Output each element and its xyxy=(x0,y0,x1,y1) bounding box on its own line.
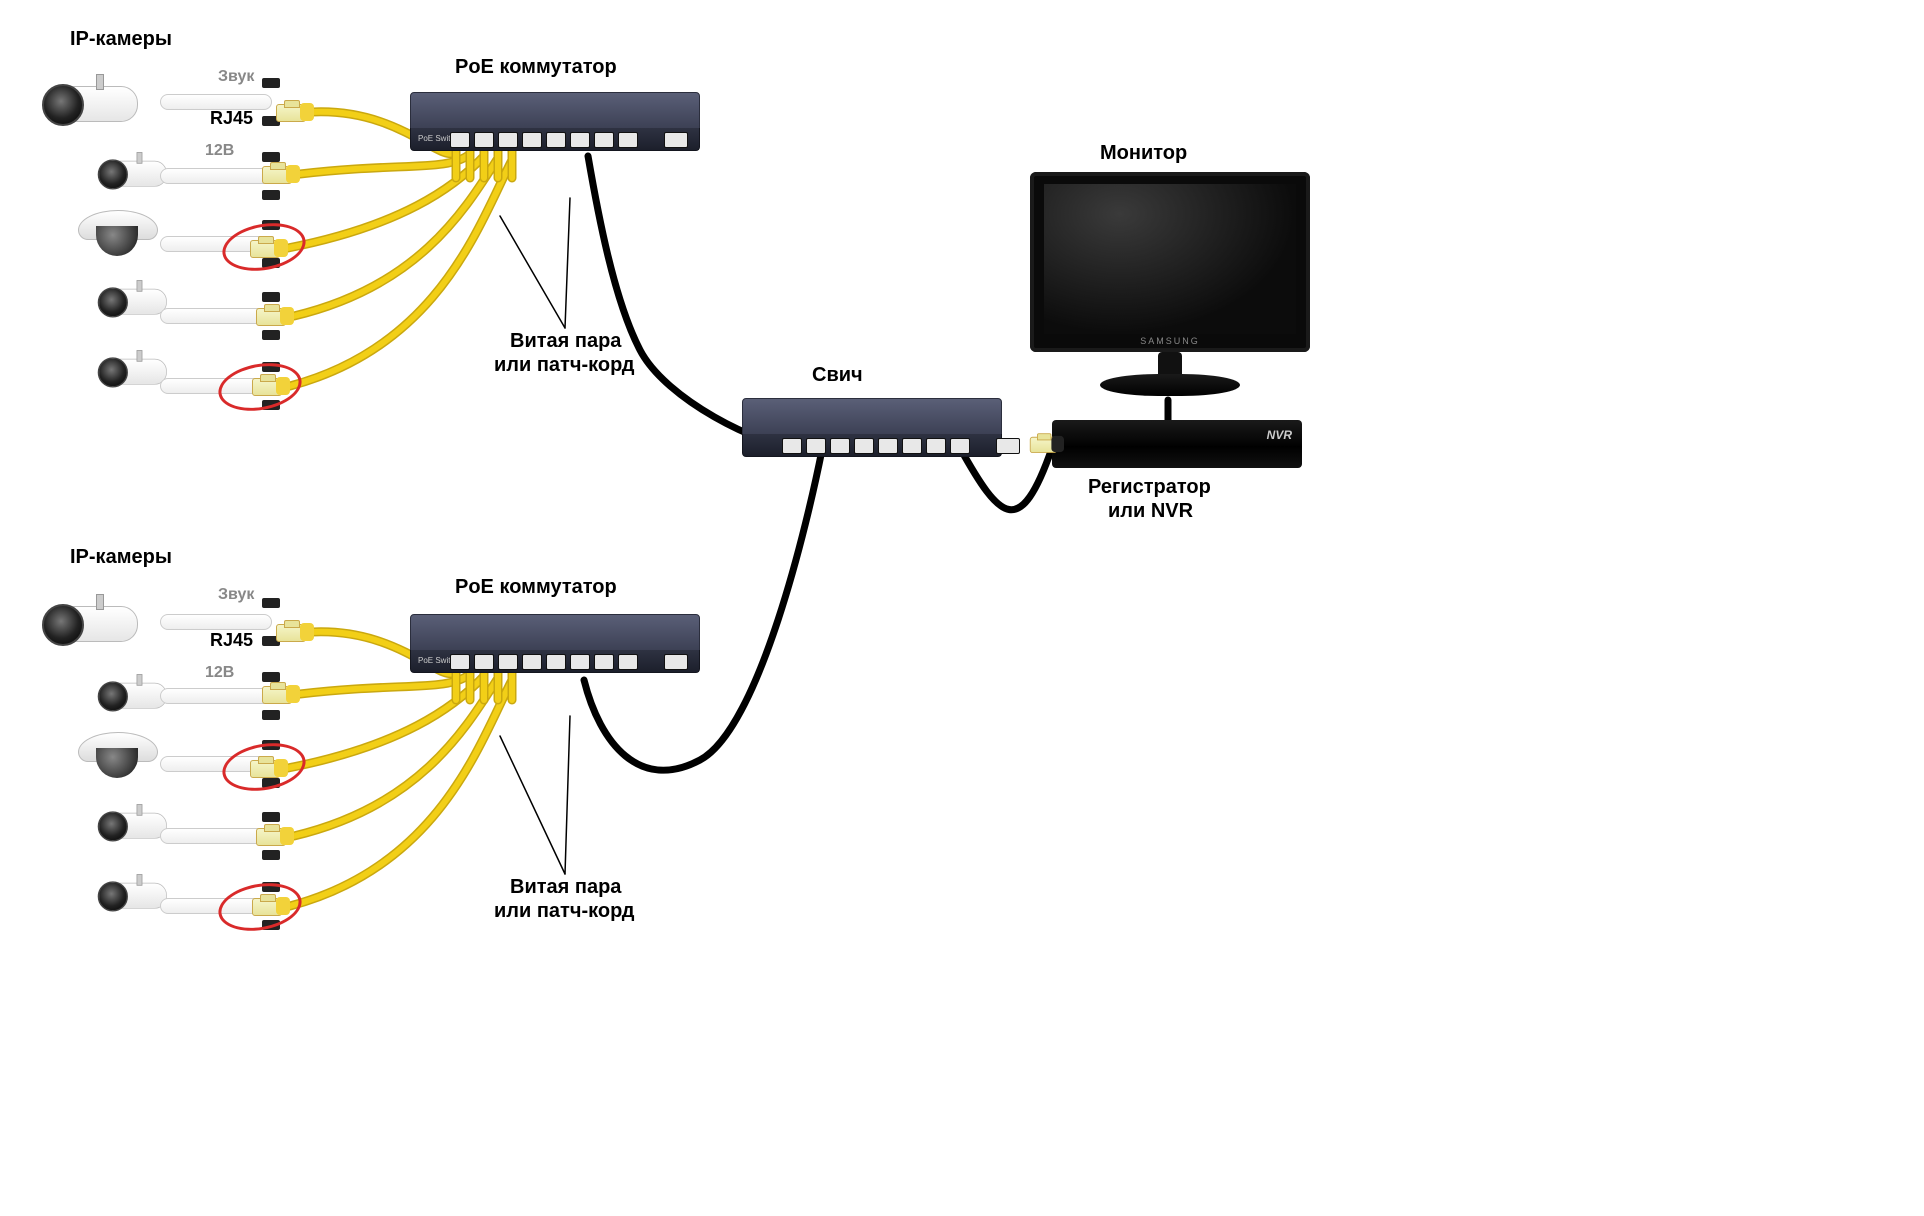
label-core-switch: Свич xyxy=(812,364,863,387)
ip-camera-bullet xyxy=(36,602,146,644)
rj45-plug-icon xyxy=(1030,433,1062,455)
poe-switch-bottom: PoE Switch xyxy=(410,614,700,672)
ethernet-port xyxy=(570,132,590,148)
patch-cable xyxy=(288,676,484,768)
nvr-badge: NVR xyxy=(1267,428,1292,442)
switch-to-nvr xyxy=(960,448,1052,510)
monitor: SAMSUNG xyxy=(1030,172,1310,402)
ethernet-port xyxy=(522,654,542,670)
core-switch xyxy=(742,398,1002,452)
ethernet-port xyxy=(926,438,946,454)
rj45-plug-icon xyxy=(276,620,312,644)
uplink-port xyxy=(664,132,688,148)
rj45-plug-icon xyxy=(256,304,292,328)
ip-camera-bullet xyxy=(36,82,146,124)
monitor-brand: SAMSUNG xyxy=(1030,336,1310,346)
callout-bottom xyxy=(565,716,570,874)
ip-camera-dome xyxy=(78,732,156,778)
label-monitor: Монитор xyxy=(1100,142,1187,165)
patch-cable xyxy=(300,674,470,694)
poe-switch-top: PoE Switch xyxy=(410,92,700,150)
label-or-patch-top: или патч-корд xyxy=(494,354,635,377)
label-recorder-line1: Регистратор xyxy=(1088,476,1211,499)
ethernet-port xyxy=(546,654,566,670)
patch-cable xyxy=(288,156,484,248)
ethernet-port xyxy=(498,654,518,670)
ethernet-port xyxy=(902,438,922,454)
label-ip-cameras-bottom: IP-камеры xyxy=(70,546,172,569)
label-poe-switch-top: PoE коммутатор xyxy=(455,56,617,79)
ethernet-port xyxy=(546,132,566,148)
ethernet-port xyxy=(950,438,970,454)
core-switch-ports xyxy=(782,438,1020,454)
ethernet-port xyxy=(618,654,638,670)
ethernet-port xyxy=(474,654,494,670)
patch-cable xyxy=(294,678,498,836)
camera-pigtail xyxy=(160,592,280,652)
ethernet-port xyxy=(450,654,470,670)
label-twisted-pair-bottom: Витая пара xyxy=(510,876,621,899)
callout-top xyxy=(565,198,570,328)
ethernet-port xyxy=(474,132,494,148)
ethernet-port xyxy=(450,132,470,148)
rj45-plug-icon xyxy=(262,682,298,706)
ethernet-port xyxy=(618,132,638,148)
callout-bottom xyxy=(500,736,565,874)
ethernet-port xyxy=(830,438,850,454)
uplink-port xyxy=(996,438,1020,454)
nvr-recorder: NVR xyxy=(1052,420,1302,468)
callout-top xyxy=(500,216,565,328)
poe-bottom-to-switch xyxy=(584,450,822,770)
ethernet-port xyxy=(782,438,802,454)
patch-cable xyxy=(300,154,470,174)
ethernet-port xyxy=(594,132,614,148)
patch-cable xyxy=(294,158,498,316)
rj45-plug-icon xyxy=(262,162,298,186)
label-ip-cameras-top: IP-камеры xyxy=(70,28,172,51)
camera-pigtail xyxy=(160,72,280,132)
label-twisted-pair-top: Витая пара xyxy=(510,330,621,353)
label-or-patch-bottom: или патч-корд xyxy=(494,900,635,923)
label-recorder-line2: или NVR xyxy=(1108,500,1193,523)
ethernet-port xyxy=(498,132,518,148)
patch-cable xyxy=(290,160,512,386)
patch-cable xyxy=(290,680,512,906)
ethernet-port xyxy=(854,438,874,454)
uplink-port xyxy=(664,654,688,670)
ethernet-port xyxy=(806,438,826,454)
rj45-plug-icon xyxy=(276,100,312,124)
poe-switch-bottom-ports xyxy=(450,654,688,670)
rj45-plug-icon xyxy=(256,824,292,848)
label-poe-switch-bottom: PoE коммутатор xyxy=(455,576,617,599)
ethernet-port xyxy=(570,654,590,670)
ethernet-port xyxy=(522,132,542,148)
poe-switch-top-ports xyxy=(450,132,688,148)
ethernet-port xyxy=(594,654,614,670)
ip-camera-dome xyxy=(78,210,156,256)
ethernet-port xyxy=(878,438,898,454)
